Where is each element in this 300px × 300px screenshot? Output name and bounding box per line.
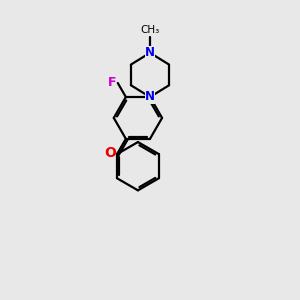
Text: N: N xyxy=(145,91,155,103)
Text: O: O xyxy=(105,146,116,160)
Text: N: N xyxy=(145,46,155,59)
Text: F: F xyxy=(108,76,116,89)
Text: CH₃: CH₃ xyxy=(140,25,160,35)
